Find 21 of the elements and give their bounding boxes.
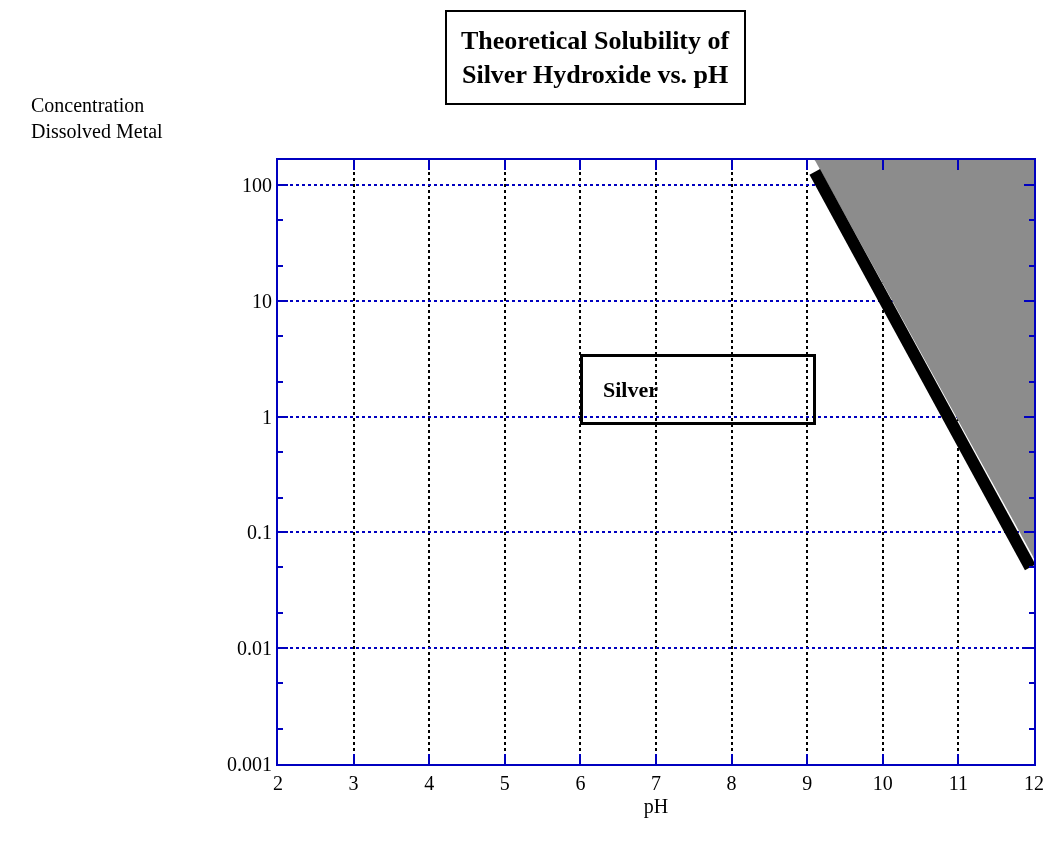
y-tick-label: 0.1 <box>247 521 272 544</box>
annotation: Silver <box>603 377 659 402</box>
y-tick-label: 1 <box>262 405 272 428</box>
x-axis-title: pH <box>643 795 669 818</box>
x-tick-label: 6 <box>575 772 586 794</box>
x-tick-label: 7 <box>651 772 661 794</box>
x-tick-label: 12 <box>1024 772 1044 794</box>
y-axis-title: Concentration Dissolved Metal <box>31 94 164 142</box>
chart-title: Theoretical Solubility of Silver Hydroxide vs. pH <box>461 26 730 89</box>
x-tick-label: 11 <box>948 772 969 794</box>
x-tick-label: 3 <box>348 772 359 794</box>
x-tick-label: 2 <box>273 772 283 794</box>
y-tick-label: 0.001 <box>227 753 272 775</box>
x-tick-label: 4 <box>424 772 435 794</box>
y-tick-label: 100 <box>242 174 272 197</box>
x-tick-label: 10 <box>872 772 893 794</box>
x-tick-label: 8 <box>726 772 737 794</box>
x-tick-label: 9 <box>802 772 813 794</box>
y-tick-label: 0.01 <box>237 637 272 660</box>
y-tick-label: 10 <box>252 289 272 312</box>
x-tick-label: 5 <box>499 772 510 794</box>
